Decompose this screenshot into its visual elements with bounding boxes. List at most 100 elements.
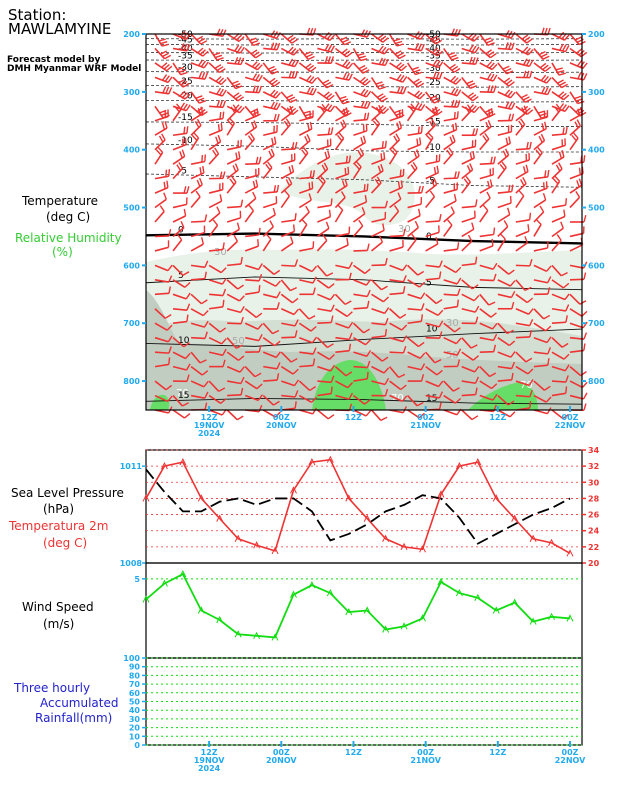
wind-barb-feather bbox=[181, 149, 186, 157]
wind-barb-staff bbox=[425, 394, 440, 399]
wind-barb-feather bbox=[178, 69, 186, 73]
wind-barb-feather bbox=[180, 80, 188, 86]
wind-barb-feather bbox=[164, 54, 172, 60]
wind-barb-feather bbox=[472, 151, 476, 159]
wind-barb-feather bbox=[438, 402, 442, 410]
wind-barb-feather bbox=[366, 360, 371, 368]
wind-speed-point bbox=[308, 581, 316, 589]
wind-barb-staff bbox=[208, 279, 223, 285]
wind-barb-feather bbox=[366, 349, 372, 357]
wind-barb-feather bbox=[163, 181, 166, 189]
wind-barb-staff bbox=[515, 170, 529, 180]
wind-barb-feather bbox=[273, 81, 281, 87]
wind-barb-staff bbox=[244, 308, 257, 319]
t2m-point bbox=[179, 457, 187, 466]
wind-barb-feather bbox=[455, 266, 462, 273]
wind-barb-feather bbox=[539, 112, 547, 117]
wind-barb-feather bbox=[212, 219, 219, 226]
wind-barb-feather bbox=[288, 70, 293, 78]
wind-barb-feather bbox=[524, 286, 532, 292]
wind-barb-staff bbox=[334, 308, 348, 318]
wind-barb-staff bbox=[461, 91, 474, 102]
wind-barb-staff bbox=[281, 322, 296, 327]
wind-barb-feather bbox=[345, 107, 349, 115]
wind-barb-feather bbox=[305, 205, 310, 213]
wind-barb-feather bbox=[220, 267, 227, 274]
wind-barb-feather bbox=[168, 275, 173, 283]
wind-barb-feather bbox=[471, 105, 477, 112]
wind-barb-staff bbox=[298, 199, 312, 209]
wind-barb-feather bbox=[446, 149, 452, 157]
wind-speed-point bbox=[234, 630, 242, 638]
wind-barb-feather bbox=[491, 383, 498, 390]
t2m-point bbox=[345, 494, 353, 502]
wind-barb-feather bbox=[455, 78, 462, 85]
wind-barb-feather bbox=[420, 185, 424, 194]
wind-barb-feather bbox=[197, 108, 202, 116]
wind-barb-staff bbox=[191, 220, 206, 223]
rainfall-tick-label: 10 bbox=[129, 732, 141, 741]
wind-barb-feather bbox=[362, 69, 370, 74]
wind-barb-feather bbox=[276, 291, 281, 299]
wind-barb-feather bbox=[547, 169, 550, 178]
isotherm-label: 0 bbox=[426, 232, 432, 242]
wind-barb-staff bbox=[461, 216, 476, 223]
wind-barb-staff bbox=[551, 156, 565, 165]
isotherm-line bbox=[145, 59, 583, 62]
wind-barb-staff bbox=[226, 409, 238, 421]
wind-barb-staff bbox=[154, 264, 169, 272]
wind-barb-feather bbox=[468, 82, 476, 87]
wind-barb-feather bbox=[525, 59, 531, 66]
wind-barb-feather bbox=[396, 73, 402, 81]
wind-barb-feather bbox=[486, 61, 493, 68]
wind-barb-staff bbox=[407, 307, 422, 311]
wind-barb-staff bbox=[497, 351, 512, 358]
wind-barb-feather bbox=[436, 369, 443, 376]
wind-barb-staff bbox=[154, 394, 169, 403]
wind-barb-feather bbox=[435, 39, 442, 45]
wind-barb-feather bbox=[562, 44, 567, 52]
wind-barb-feather bbox=[561, 150, 565, 158]
wind-barb-feather bbox=[359, 76, 366, 83]
wind-barb-feather bbox=[289, 107, 297, 114]
wind-barb-feather bbox=[472, 95, 479, 102]
time-tick-label: 19NOV bbox=[194, 421, 225, 430]
isotherm-line bbox=[145, 38, 583, 40]
wind-barb-feather bbox=[294, 319, 299, 327]
wind-barb-feather bbox=[269, 68, 277, 73]
isotherm-label: -5 bbox=[178, 166, 187, 176]
isotherm-line bbox=[145, 52, 583, 54]
wind-barb-feather bbox=[518, 190, 525, 197]
wind-barb-staff bbox=[533, 322, 547, 332]
wind-barb-staff bbox=[154, 292, 170, 296]
wind-barb-feather bbox=[452, 123, 455, 132]
wind-barb-feather bbox=[490, 156, 493, 164]
wind-barb-feather bbox=[239, 295, 245, 302]
wind-barb-feather bbox=[524, 107, 531, 114]
wind-barb-staff bbox=[263, 365, 278, 370]
wind-barb-feather bbox=[433, 99, 441, 104]
wind-barb-feather bbox=[484, 108, 492, 113]
wind-barb-staff bbox=[389, 336, 404, 343]
wind-barb-staff bbox=[244, 138, 256, 151]
wind-barb-feather bbox=[503, 77, 511, 83]
wind-barb-feather bbox=[286, 107, 291, 115]
t2m-point bbox=[455, 462, 463, 470]
wind-barb-feather bbox=[509, 91, 516, 99]
wind-barb-feather bbox=[522, 177, 527, 184]
model-note-line2: DMH Myanmar WRF Model bbox=[7, 64, 142, 74]
wind-barb-feather bbox=[519, 118, 526, 125]
wind-barb-staff bbox=[425, 243, 439, 252]
wind-barb-feather bbox=[579, 300, 587, 305]
wind-barb-feather bbox=[377, 83, 385, 88]
wind-barb-feather bbox=[257, 323, 263, 330]
wind-barb-feather bbox=[164, 121, 168, 129]
wind-barb-staff bbox=[479, 394, 494, 401]
wind-barb-feather bbox=[199, 49, 206, 55]
wind-barb-staff bbox=[335, 244, 349, 252]
wind-barb-feather bbox=[366, 112, 370, 120]
t2m-tick-label: 26 bbox=[588, 511, 600, 520]
wind-barb-feather bbox=[529, 319, 534, 326]
wind-barb-staff bbox=[281, 394, 296, 398]
wind-barb-staff bbox=[425, 231, 440, 238]
